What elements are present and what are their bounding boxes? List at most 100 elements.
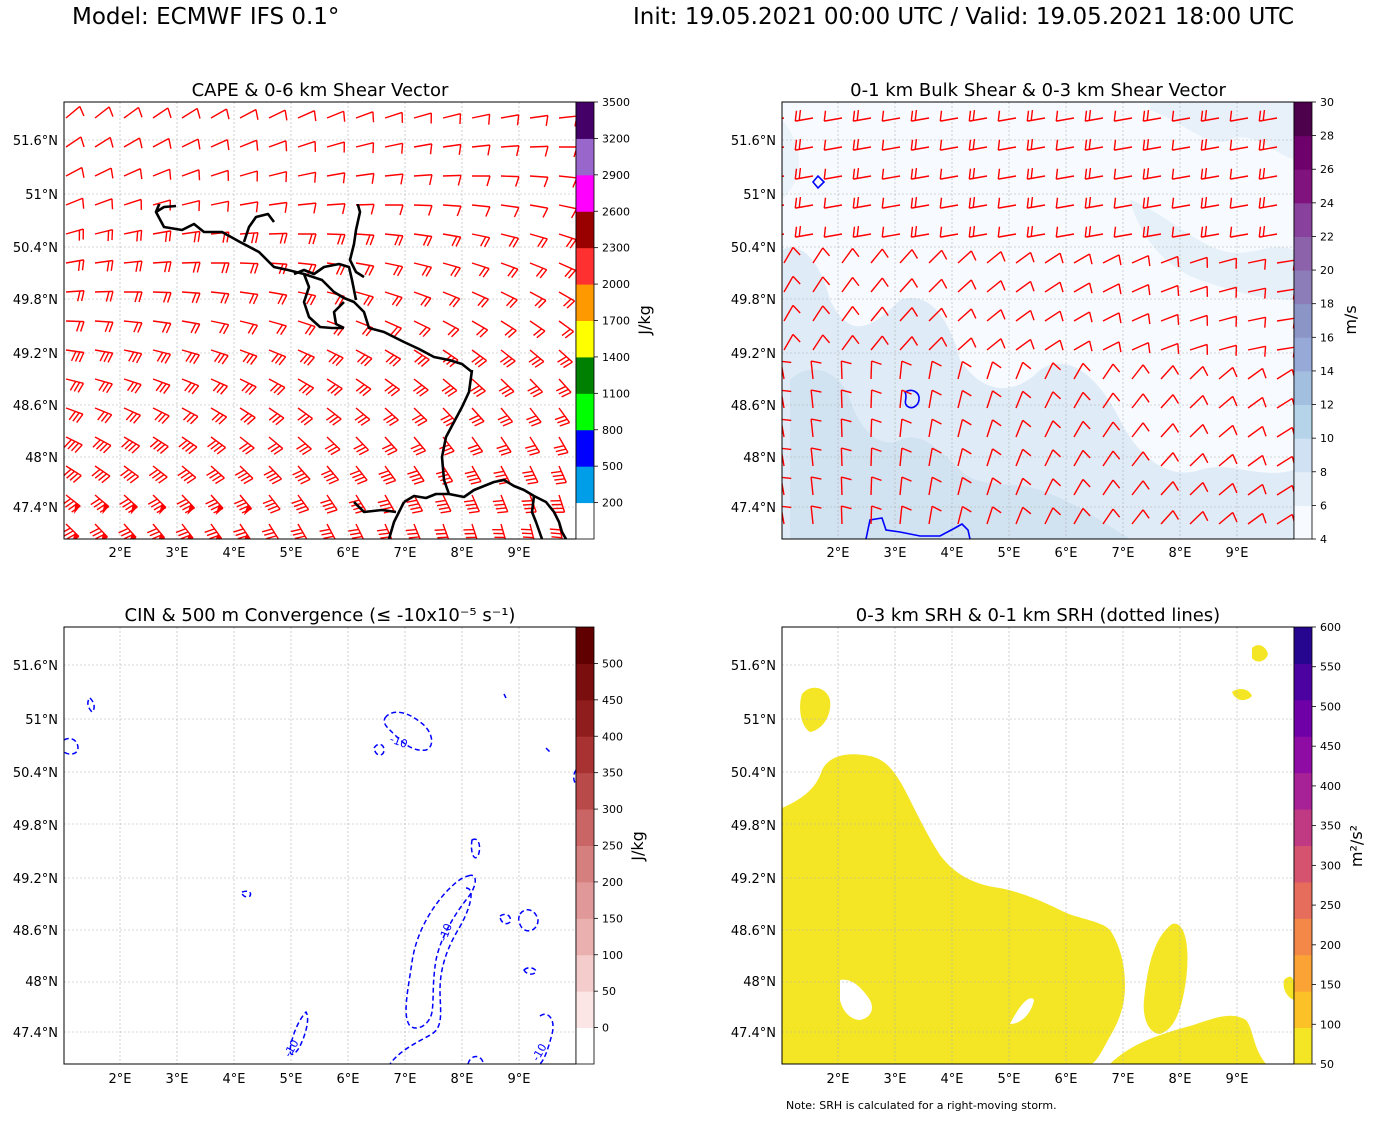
colorbar-swatch [1294,627,1312,664]
wind-barb-feather [410,541,420,542]
wind-barb-feather [77,382,85,393]
wind-barb-feather [498,447,510,453]
wind-barb-staff [1160,423,1174,438]
wind-barb-feather [782,360,792,364]
wind-barb-staff [239,436,255,449]
wind-barb-feather [1172,365,1180,375]
wind-barb-staff [384,523,393,539]
wind-barb-staff [1143,117,1162,122]
shear-barbs [64,105,576,542]
colorbar-swatch [576,699,594,737]
colorbar-tick-label: 400 [1320,780,1341,793]
wind-barb-feather [269,475,280,482]
wind-barb-feather [499,355,510,363]
wind-barb-feather [103,444,112,454]
colorbar-tick-label: 10 [1320,432,1334,445]
wind-barb-feather [74,444,83,454]
wind-barb-feather [1000,251,1006,262]
wind-barb-feather [931,505,942,512]
wind-barb-flag [187,533,194,539]
wind-barb-staff [442,291,460,300]
wind-barb-feather [159,446,169,454]
x-tick-label: 6°E [1055,1072,1078,1087]
wind-barb-staff [899,419,903,438]
wind-barb-feather [95,441,105,450]
wind-barb-staff [65,166,83,177]
wind-barb-feather [1088,311,1093,323]
wind-barb-flag [130,503,138,515]
wind-barb-feather [555,385,566,392]
wind-barb-staff [326,378,343,390]
wind-barb-feather [1200,168,1204,180]
wind-barb-feather [1142,422,1150,432]
wind-barb-feather [505,297,515,307]
wind-barb-feather [476,390,486,398]
wind-barb-staff [94,378,113,385]
wind-barb-feather [326,509,338,514]
wind-barb-feather [798,138,802,150]
wind-barb-feather [766,111,767,121]
wind-barb-feather [285,140,288,152]
wind-barb-staff [471,407,485,422]
wind-barb-feather [267,505,278,511]
wind-barb-feather [363,295,371,306]
wind-barb-feather [852,139,856,151]
wind-barb-staff [795,146,814,151]
wind-barb-staff [1172,233,1191,238]
wind-barb-feather [122,501,132,508]
wind-barb-feather [881,226,885,238]
wind-barb-staff [558,320,574,333]
wind-barb-staff [795,233,814,238]
wind-barb-staff [1056,117,1075,122]
wind-barb-feather [564,331,574,339]
wind-barb-feather [798,167,802,179]
wind-barb-feather [479,329,489,338]
wind-barb-feather [435,532,447,535]
wind-barb-feather [428,174,433,186]
wind-barb-feather [164,353,172,364]
wind-barb-staff [1160,313,1179,322]
wind-barb-feather [563,361,573,369]
wind-barb-staff [1044,281,1061,293]
contour-line [572,769,576,785]
colorbar-tick-label: 24 [1320,197,1334,210]
wind-barb-feather [901,505,912,511]
wind-barb-staff [94,290,114,293]
wind-barb-feather [342,172,346,184]
wind-barb-feather [910,139,914,151]
wind-barb-staff [1085,204,1104,209]
wind-barb-feather [528,418,539,424]
wind-barb-feather [90,498,100,506]
wind-barb-staff [268,378,286,389]
wind-barb-feather [227,201,230,212]
wind-barb-feather [467,507,478,510]
panel-cin: CIN & 500 m Convergence (≤ -10x10⁻⁵ s⁻¹)… [13,605,647,1087]
wind-barb-feather [165,323,172,334]
wind-barb-feather [353,443,364,450]
colorbar-swatch [1294,135,1312,170]
wind-barb-feather [331,355,341,365]
wind-barb-feather [242,353,250,363]
x-tick-labels: 2°E 3°E 4°E 5°E 6°E 7°E 8°E 9°E [109,546,531,561]
x-tick-label: 8°E [451,546,474,561]
wind-barb-feather [367,296,374,307]
wind-barb-feather [273,447,284,455]
wind-barb-feather [306,294,313,305]
wind-barb-feather [1202,453,1209,464]
wind-barb-feather [384,446,395,453]
wind-barb-staff [824,175,843,180]
wind-barb-feather [992,477,1002,485]
wind-barb-feather [452,298,461,308]
wind-barb-feather [527,448,538,453]
colorbar-tick-label: 100 [602,949,623,962]
wind-barb-feather [488,114,491,125]
wind-barb-feather [970,250,977,261]
srh-fill-region [796,848,811,863]
wind-barb-staff [65,228,84,235]
wind-barb-staff [840,447,843,467]
x-tick-label: 7°E [394,546,417,561]
wind-barb-staff [413,465,425,482]
wind-barb-feather [1177,285,1180,297]
wind-barb-feather [1059,282,1064,293]
wind-barb-staff [1102,421,1114,438]
